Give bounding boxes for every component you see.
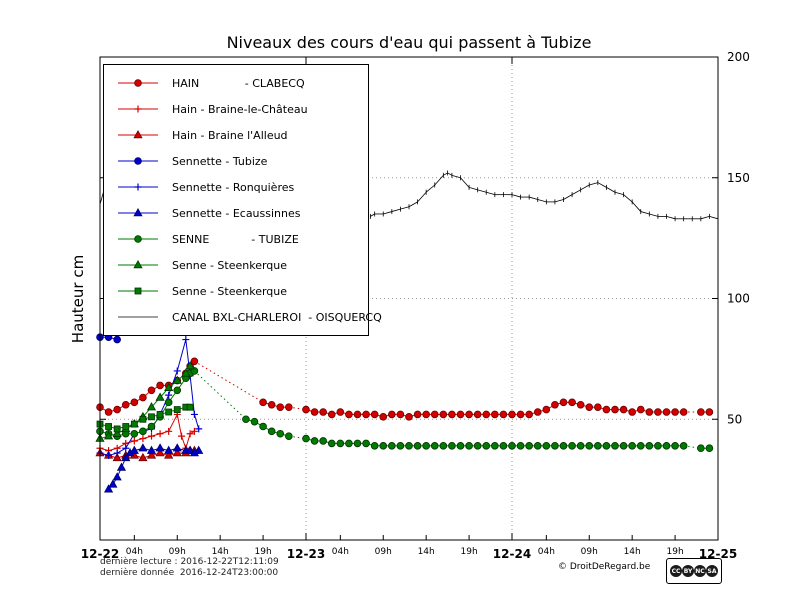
legend-label: Senne - Steenkerque [172,258,288,272]
svg-text:12-24: 12-24 [493,547,531,561]
legend-label: Sennette - Ronquières [172,180,295,194]
series-senne-steenkerque-square [96,403,194,433]
triangle-marker-icon [118,129,158,139]
legend: HAIN - CLABECQ Hain - Braine-le-Château Ha… [103,64,382,336]
svg-text:50: 50 [727,412,742,426]
legend-item-canal-bxl-charleroi-oisquercq: CANAL BXL-CHARLEROI - OISQUERCQ [104,304,382,330]
svg-text:12-22: 12-22 [81,547,119,561]
svg-text:09h: 09h [375,547,392,557]
legend-item-senne-steenkerque-square: Senne - Steenkerque [104,278,368,304]
svg-text:14h: 14h [418,547,435,557]
triangle-marker-icon [118,207,158,217]
circle-marker-icon [118,157,158,165]
svg-text:19h: 19h [667,547,684,557]
svg-text:200: 200 [727,50,750,64]
axis-tick-labels: 50 100 150 200 04h 09h 14h 19h 04h 09h 14h 19h 04h 09… [81,50,750,561]
legend-label: Hain - Braine l'Alleud [172,128,288,142]
legend-label: Sennette - Tubize [172,154,268,168]
y-axis-label: Hauteur cm [69,254,87,344]
legend-item-sennette-tubize: Sennette - Tubize [104,148,368,174]
svg-text:12-25: 12-25 [699,547,737,561]
cc-license-badge: CC BY NC SA [666,558,722,584]
svg-text:04h: 04h [126,547,143,557]
chart-title: Niveaux des cours d'eau qui passent à Tu… [226,33,592,52]
svg-text:19h: 19h [461,547,478,557]
svg-text:09h: 09h [581,547,598,557]
footer-last-reading: dernière lecture : 2016-12-22T12:11:09 [100,557,279,567]
circle-marker-icon [118,235,158,243]
svg-text:14h: 14h [624,547,641,557]
svg-text:150: 150 [727,171,750,185]
footer-last-data: dernière donnée 2016-12-24T23:00:00 [100,568,279,578]
circle-marker-icon [118,79,158,87]
series-sennette-ronquieres [96,336,203,459]
legend-item-hain-braine-l-alleud: Hain - Braine l'Alleud [104,122,368,148]
series-sennette-ecaussinnes [104,443,204,493]
cc-cc-icon: CC [670,565,682,577]
svg-text:14h: 14h [212,547,229,557]
axis-ticks [99,56,719,540]
legend-item-hain-clabecq: HAIN - CLABECQ [104,70,368,96]
svg-text:19h: 19h [255,547,272,557]
legend-label: SENNE - TUBIZE [172,232,299,246]
legend-label: HAIN - CLABECQ [172,76,305,90]
svg-text:04h: 04h [332,547,349,557]
svg-text:12-23: 12-23 [287,547,325,561]
plus-marker-icon [118,183,158,191]
legend-item-sennette-ronquieres: Sennette - Ronquières [104,174,368,200]
legend-item-senne-steenkerque-triangle: Senne - Steenkerque [104,252,368,278]
legend-label: Hain - Braine-le-Château [172,102,308,116]
line-marker-icon [118,316,158,318]
cc-by-icon: BY [682,565,694,577]
legend-label: Senne - Steenkerque [172,284,288,298]
plus-marker-icon [118,105,158,113]
svg-text:09h: 09h [169,547,186,557]
legend-label: CANAL BXL-CHARLEROI - OISQUERCQ [172,310,382,324]
series-hain-clabecq [96,357,714,421]
svg-text:100: 100 [727,292,750,306]
svg-text:04h: 04h [538,547,555,557]
square-marker-icon [118,287,158,295]
cc-nc-icon: NC [694,565,706,577]
copyright-credit: © DroitDeRegard.be [558,562,651,572]
legend-item-senne-tubize: SENNE - TUBIZE [104,226,368,252]
cc-sa-icon: SA [706,565,718,577]
legend-item-hain-braine-le-chateau: Hain - Braine-le-Château [104,96,368,122]
legend-item-sennette-ecaussinnes: Sennette - Ecaussinnes [104,200,368,226]
legend-label: Sennette - Ecaussinnes [172,206,301,220]
series-senne-tubize [96,367,714,453]
triangle-marker-icon [118,259,158,269]
